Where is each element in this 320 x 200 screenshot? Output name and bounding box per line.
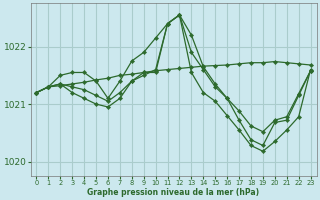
X-axis label: Graphe pression niveau de la mer (hPa): Graphe pression niveau de la mer (hPa) [87,188,260,197]
